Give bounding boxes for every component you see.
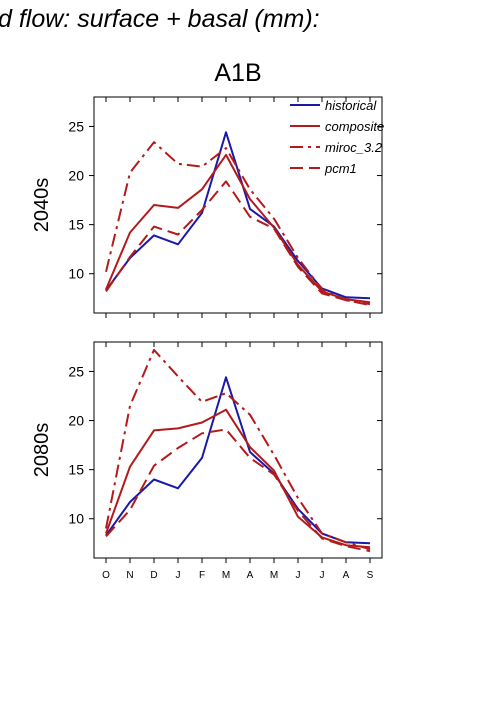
plot-frame xyxy=(93,341,383,559)
series-line-composite xyxy=(105,153,371,304)
x-tick-label: M xyxy=(222,570,230,581)
x-tick-label: N xyxy=(126,570,133,581)
series-line-miroc_3.2 xyxy=(105,141,371,306)
x-tick-label: A xyxy=(247,570,254,581)
series-line-composite xyxy=(105,408,371,549)
y-tick-label: 10 xyxy=(68,511,84,527)
y-tick-label: 25 xyxy=(68,363,84,379)
legend-label-pcm1: pcm1 xyxy=(324,161,357,176)
y-tick-label: 25 xyxy=(68,118,84,134)
x-tick-label: D xyxy=(150,570,157,581)
x-tick-label: J xyxy=(320,570,325,581)
legend-label-composite: composite xyxy=(325,119,384,134)
y-tick-label: 20 xyxy=(68,413,84,429)
series-line-pcm1 xyxy=(105,428,371,553)
x-tick-label: A xyxy=(343,570,350,581)
legend-label-miroc_3.2: miroc_3.2 xyxy=(325,140,383,155)
series-line-pcm1 xyxy=(105,180,371,307)
series-line-miroc_3.2 xyxy=(105,348,371,551)
legend-label-historical: historical xyxy=(325,98,377,113)
x-tick-label: F xyxy=(199,570,205,581)
series-line-historical xyxy=(105,376,371,545)
x-tick-label: O xyxy=(102,570,110,581)
legend: historical composite miroc_3.2 pcm1 xyxy=(290,98,384,176)
panel-label-2080s: 2080s xyxy=(31,423,53,478)
chart-panel-2080s: 10 15 20 25 O N D J F M A M J J A S xyxy=(68,341,383,581)
x-tick-label: J xyxy=(176,570,181,581)
x-tick-label: S xyxy=(367,570,374,581)
x-tick-label: M xyxy=(270,570,278,581)
panel-label-2040s: 2040s xyxy=(31,178,53,233)
y-tick-label: 15 xyxy=(68,462,84,478)
plot-frame xyxy=(93,96,383,314)
figure-title: d flow: surface + basal (mm): xyxy=(0,5,320,33)
scenario-title: A1B xyxy=(214,59,261,87)
chart-panel-2040s: 10 15 20 25 xyxy=(68,96,383,318)
y-tick-label: 10 xyxy=(68,266,84,282)
y-tick-label: 15 xyxy=(68,217,84,233)
x-tick-label: J xyxy=(296,570,301,581)
y-tick-label: 20 xyxy=(68,168,84,184)
